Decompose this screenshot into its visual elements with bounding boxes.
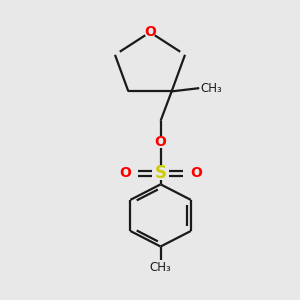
Text: O: O [144,25,156,39]
Text: S: S [154,164,166,182]
Text: O: O [119,166,131,180]
Text: O: O [190,166,202,180]
Text: CH₃: CH₃ [150,261,172,274]
Text: CH₃: CH₃ [201,82,223,94]
Text: O: O [155,135,167,149]
